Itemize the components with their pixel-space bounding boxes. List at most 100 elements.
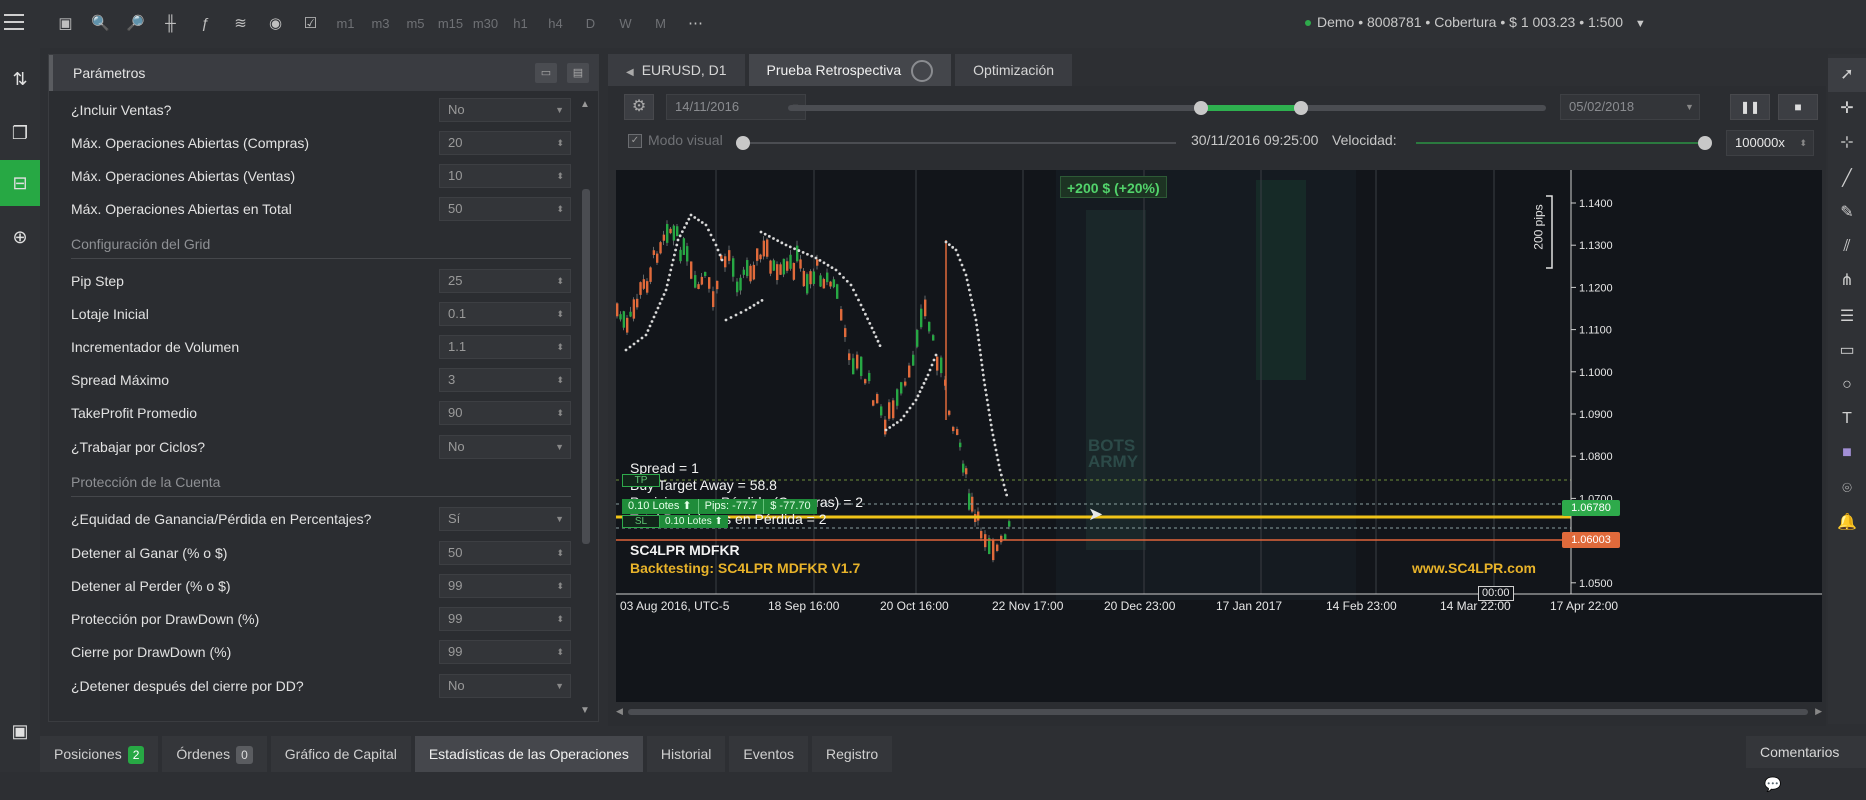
gear-icon[interactable]: ⚙ — [624, 94, 654, 120]
tab-backtest[interactable]: Prueba Retrospectiva — [748, 54, 952, 86]
menu-icon[interactable] — [4, 14, 24, 32]
tab-equity-chart[interactable]: Gráfico de Capital — [270, 736, 411, 772]
save-icon[interactable]: ▤ — [567, 63, 589, 83]
param-input[interactable]: 20 ⬍ — [439, 131, 571, 155]
visual-slider[interactable] — [736, 136, 1176, 150]
range-start-handle[interactable] — [1194, 101, 1208, 115]
layout-icon[interactable]: ▣ — [58, 15, 73, 32]
param-input[interactable]: 3 ⬍ — [439, 368, 571, 392]
param-select[interactable]: No ▼ — [439, 435, 571, 459]
tp-tag[interactable]: TP — [622, 474, 660, 487]
param-input[interactable]: 90 ⬍ — [439, 401, 571, 425]
param-input[interactable]: 50 ⬍ — [439, 197, 571, 221]
automate-icon[interactable]: ⊟ — [0, 160, 40, 206]
pointer-icon[interactable]: ➚ — [1828, 58, 1866, 92]
end-date-select[interactable]: 05/02/2018 ▼ — [1560, 94, 1700, 120]
speed-slider-handle[interactable] — [1698, 136, 1712, 150]
sl-tag[interactable]: SL — [622, 515, 660, 528]
tab-chart[interactable]: ◀ EURUSD, D1 — [608, 54, 745, 86]
timeframe-m30[interactable]: m30 — [472, 16, 499, 31]
ellipse-icon[interactable]: ○ — [1842, 376, 1852, 393]
speed-select[interactable]: 100000x ⬍ — [1726, 130, 1814, 156]
scroll-track[interactable] — [628, 709, 1808, 715]
analyze-icon[interactable]: ⊕ — [12, 227, 28, 247]
tab-stats[interactable]: Estadísticas de las Operaciones — [414, 736, 643, 772]
sar-dot — [990, 428, 994, 432]
fibonacci-icon[interactable]: ☰ — [1839, 308, 1855, 325]
chart-settings-icon[interactable]: ☑ — [303, 15, 318, 32]
color-swatch-icon[interactable]: ■ — [1842, 444, 1852, 461]
price-chart[interactable]: 1.1400 1.1300 1.1200 1.1100 1.1000 1.0900 1.08… — [616, 170, 1822, 702]
bell-icon[interactable]: 🔔 — [1837, 514, 1857, 531]
chart-scrollbar[interactable]: ◀ ▶ — [616, 706, 1822, 718]
param-select[interactable]: No ▼ — [439, 674, 571, 698]
layers-icon[interactable]: ≋ — [234, 15, 247, 32]
scroll-right-icon[interactable]: ▶ — [1815, 706, 1822, 716]
params-scrollbar[interactable]: ▲ ▼ — [580, 99, 590, 719]
more-icon[interactable]: ⋯ — [688, 15, 703, 32]
minimize-icon[interactable]: ▭ — [535, 63, 557, 83]
tab-events[interactable]: Eventos — [729, 736, 809, 772]
param-input[interactable]: 25 ⬍ — [439, 269, 571, 293]
tab-orders[interactable]: Órdenes 0 — [162, 736, 267, 772]
timeframe-h4[interactable]: h4 — [548, 16, 563, 31]
param-input[interactable]: 99 ⬍ — [439, 574, 571, 598]
tab-positions[interactable]: Posiciones 2 — [40, 736, 159, 772]
timeframe-w[interactable]: W — [619, 16, 632, 31]
timeframe-h1[interactable]: h1 — [513, 16, 528, 31]
trendline-icon[interactable]: ╱ — [1842, 170, 1852, 187]
param-input[interactable]: 0.1 ⬍ — [439, 302, 571, 326]
zoom-in-icon[interactable]: 🔍 — [91, 15, 110, 32]
indicators-icon[interactable]: ƒ — [201, 15, 210, 32]
crosshair-icon[interactable]: ✛ — [1840, 100, 1854, 117]
param-input[interactable]: 1.1 ⬍ — [439, 335, 571, 359]
eye-icon[interactable]: ◉ — [268, 15, 283, 32]
text-icon[interactable]: T — [1842, 410, 1852, 427]
timeframe-m3[interactable]: m3 — [371, 16, 390, 31]
tab-log[interactable]: Registro — [812, 736, 893, 772]
visual-slider-handle[interactable] — [736, 136, 750, 150]
pencil-icon[interactable]: ✎ — [1840, 204, 1854, 221]
sar-dot — [660, 297, 664, 301]
chart-canvas[interactable]: 1.1400 1.1300 1.1200 1.1100 1.1000 1.0900 1.08… — [616, 170, 1822, 702]
pause-button[interactable]: ❚❚ — [1730, 94, 1770, 120]
timeframe-m[interactable]: M — [655, 16, 666, 31]
rectangle-icon[interactable]: ▭ — [1839, 342, 1855, 359]
timeframe-m1[interactable]: m1 — [336, 16, 355, 31]
start-date-select[interactable]: 14/11/2016▼ — [666, 94, 806, 120]
param-select[interactable]: Sí ▼ — [439, 507, 571, 531]
measure-icon[interactable]: ⊹ — [1840, 134, 1854, 151]
param-input[interactable]: 10 ⬍ — [439, 164, 571, 188]
comments-button[interactable]: Comentarios💬 — [1746, 736, 1866, 792]
param-input[interactable]: 99 ⬍ — [439, 640, 571, 664]
param-select[interactable]: No ▼ — [439, 98, 571, 122]
visual-mode-checkbox[interactable]: ✓ — [628, 134, 642, 148]
date-range-slider[interactable] — [788, 101, 1546, 115]
scroll-thumb[interactable] — [582, 189, 590, 544]
tab-history[interactable]: Historial — [646, 736, 726, 772]
timeframe-m5[interactable]: m5 — [406, 16, 425, 31]
stop-button[interactable]: ■ — [1778, 94, 1818, 120]
param-row: Máx. Operaciones Abiertas en Total 50 ⬍ — [71, 194, 571, 224]
pitchfork-icon[interactable]: ⋔ — [1840, 272, 1854, 289]
speed-slider[interactable] — [1416, 136, 1712, 150]
briefcase-icon[interactable]: ▣ — [11, 721, 29, 741]
candles-icon[interactable]: ╫ — [165, 15, 176, 32]
param-input[interactable]: 50 ⬍ — [439, 541, 571, 565]
trade-label[interactable]: 0.10 Lotes ⬆ Pips: -77.7 $ -77.70 — [622, 499, 817, 514]
tab-optimize[interactable]: Optimización — [955, 54, 1073, 86]
param-input[interactable]: 99 ⬍ — [439, 607, 571, 631]
timeframe-d[interactable]: D — [585, 16, 596, 31]
timeframe-m15[interactable]: m15 — [437, 16, 464, 31]
channel-icon[interactable]: ⫽ — [1843, 238, 1851, 255]
zoom-out-icon[interactable]: 🔎 — [126, 15, 145, 32]
copy-icon[interactable]: ❐ — [11, 123, 29, 143]
scroll-up-icon[interactable]: ▲ — [580, 99, 590, 110]
trade-label-2[interactable]: 0.10 Lotes ⬆ — [660, 515, 728, 528]
range-end-handle[interactable] — [1294, 101, 1308, 115]
trade-icon[interactable]: ⇅ — [12, 69, 28, 89]
account-selector[interactable]: Demo • 8008781 • Cobertura • $ 1 003.23 … — [1305, 14, 1646, 30]
scroll-down-icon[interactable]: ▼ — [580, 705, 590, 716]
camera-icon[interactable]: ⌾ — [1842, 480, 1852, 497]
scroll-left-icon[interactable]: ◀ — [616, 706, 623, 716]
